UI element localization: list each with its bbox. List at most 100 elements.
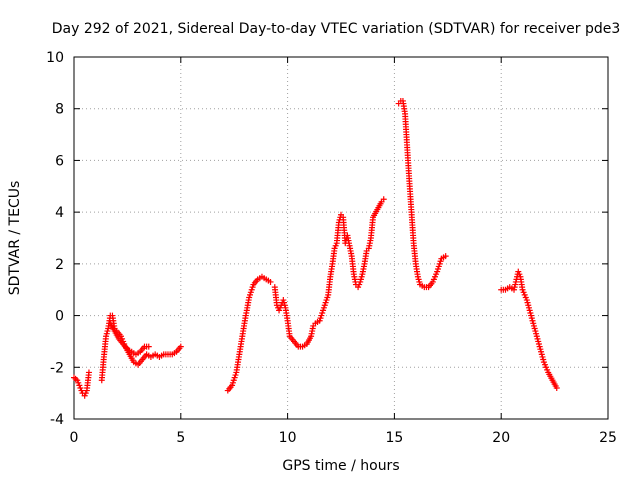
interp-marker	[232, 372, 239, 379]
interp-marker	[324, 294, 331, 301]
interp-marker	[544, 366, 551, 373]
data-marks	[71, 97, 560, 399]
interp-marker	[346, 240, 353, 247]
interp-marker	[540, 356, 547, 363]
interp-marker	[286, 330, 293, 337]
interp-marker	[356, 281, 363, 288]
interp-marker	[327, 276, 334, 283]
interp-marker	[335, 222, 342, 229]
interp-marker	[273, 299, 280, 306]
interp-marker	[440, 254, 447, 261]
y-tick-label: -2	[50, 360, 64, 376]
interp-marker	[126, 347, 133, 354]
interp-marker	[227, 384, 234, 391]
interp-marker	[358, 273, 365, 280]
interp-marker	[76, 382, 83, 389]
interp-marker	[78, 387, 85, 394]
plot-border	[73, 56, 609, 420]
x-tick-label: 5	[176, 430, 185, 446]
y-tick-label: 10	[46, 50, 64, 66]
interp-marker	[110, 326, 117, 333]
interp-marker	[309, 325, 316, 332]
interp-marker	[412, 258, 419, 265]
y-tick-label: 8	[55, 102, 64, 118]
interp-marker	[129, 357, 136, 364]
interp-marker	[114, 333, 121, 340]
interp-marker	[135, 350, 142, 357]
interp-marker	[284, 315, 291, 322]
interp-marker	[320, 307, 327, 314]
interp-marker	[72, 375, 79, 382]
x-tick-label: 15	[385, 430, 403, 446]
interp-marker	[158, 352, 165, 359]
x-tick-label: 25	[599, 430, 617, 446]
interp-marker	[261, 275, 268, 282]
interp-marker	[289, 336, 296, 343]
interp-marker	[171, 350, 178, 357]
y-tick-label: 6	[55, 153, 64, 169]
x-tick-label: 10	[279, 430, 297, 446]
interp-marker	[332, 242, 339, 249]
interp-marker	[522, 294, 529, 301]
interp-marker	[102, 335, 109, 342]
interp-marker	[297, 343, 304, 350]
interp-marker	[535, 341, 542, 348]
interp-marker	[408, 206, 415, 213]
interp-marker	[404, 141, 411, 148]
y-tick-label: 0	[55, 309, 64, 325]
interp-marker	[369, 216, 376, 223]
x-axis-label: GPS time / hours	[282, 458, 399, 474]
interp-marker	[527, 309, 534, 316]
interp-marker	[419, 282, 426, 289]
interp-marker	[140, 345, 147, 352]
interp-marker	[301, 342, 308, 349]
interp-marker	[137, 358, 144, 365]
interp-marker	[350, 268, 357, 275]
y-tick-label: 2	[55, 257, 64, 273]
interp-marker	[423, 284, 430, 291]
interp-marker	[360, 263, 367, 270]
axis-ticks: 0 5 10 15 20 25 -4 -2 0 2 4 6 8 10	[46, 50, 617, 446]
interp-marker	[406, 175, 413, 182]
interp-marker	[373, 208, 380, 215]
interp-marker	[500, 286, 507, 293]
interp-marker	[85, 372, 92, 379]
chart-title: Day 292 of 2021, Sidereal Day-to-day VTE…	[52, 21, 621, 37]
interp-marker	[293, 341, 300, 348]
y-axis-label: SDTVAR / TECUs	[7, 181, 23, 296]
interp-marker	[100, 356, 107, 363]
x-tick-label: 0	[70, 430, 79, 446]
interp-marker	[245, 297, 252, 304]
data-point	[380, 196, 387, 203]
interp-marker	[414, 271, 421, 278]
interp-marker	[176, 345, 183, 352]
interp-marker	[82, 390, 89, 397]
interp-marker	[531, 325, 538, 332]
y-tick-label: -4	[50, 412, 64, 428]
interp-marker	[377, 200, 384, 207]
interp-marker	[401, 108, 408, 115]
interp-marker	[122, 344, 129, 351]
interp-marker	[508, 285, 515, 292]
interp-marker	[167, 351, 174, 358]
interp-marker	[416, 278, 423, 285]
interp-marker	[265, 277, 272, 284]
y-tick-label: 4	[55, 205, 64, 221]
interp-marker	[363, 250, 370, 257]
interp-marker	[352, 278, 359, 285]
interp-marker	[237, 346, 244, 353]
interp-marker	[143, 343, 150, 350]
interp-marker	[516, 271, 523, 278]
interp-marker	[519, 284, 526, 291]
interp-marker	[552, 383, 559, 390]
interp-marker	[118, 339, 125, 346]
interp-marker	[307, 335, 314, 342]
interp-marker	[348, 250, 355, 257]
interp-marker	[433, 271, 440, 278]
interp-marker	[329, 263, 336, 270]
grid	[74, 57, 608, 419]
interp-marker	[331, 247, 338, 254]
interp-marker	[548, 375, 555, 382]
interp-marker	[337, 214, 344, 221]
